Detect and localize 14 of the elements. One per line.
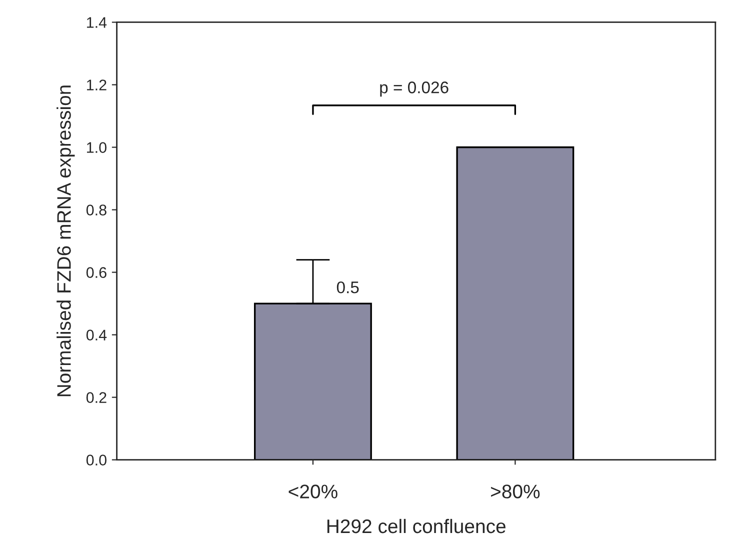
y-axis-title: Normalised FZD6 mRNA expression — [56, 86, 75, 396]
y-tick-label: 0.8 — [86, 204, 106, 216]
y-tick-label: 1.2 — [87, 80, 106, 90]
y-tick-label: 0.6 — [86, 267, 106, 278]
y-tick-label: 0.4 — [86, 330, 107, 340]
x-tick-label: <20% — [288, 484, 338, 498]
data-label: 0.5 — [336, 281, 359, 294]
annotation: p = 0.026 — [380, 82, 448, 97]
x-axis-title: H292 cell confluence — [327, 518, 506, 534]
y-tick-label: 1.0 — [87, 142, 106, 153]
y-tick-label: 1.4 — [87, 17, 107, 28]
x-tick-label: >80% — [491, 484, 540, 498]
y-tick-label: 0.2 — [86, 392, 106, 403]
y-tick-label: 0.0 — [86, 454, 106, 466]
